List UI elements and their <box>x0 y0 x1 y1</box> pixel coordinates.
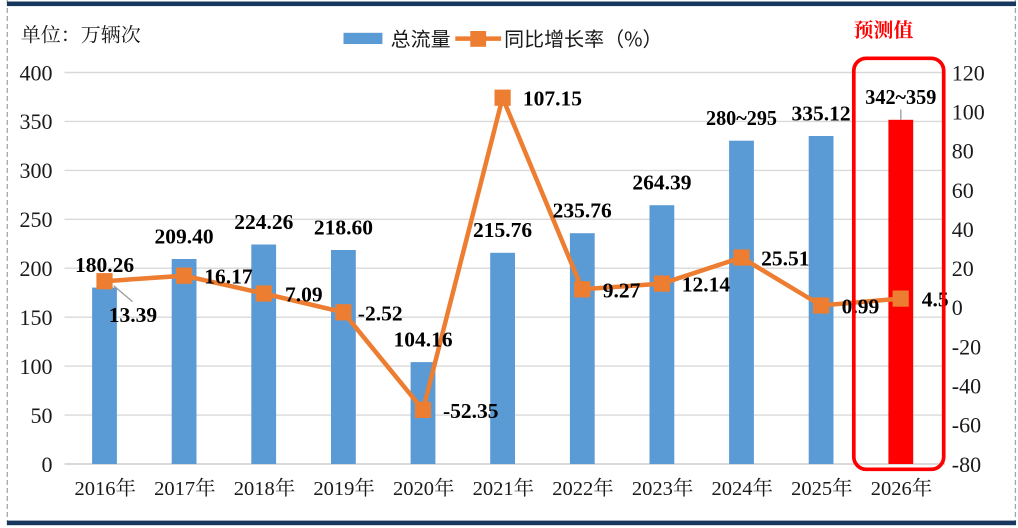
svg-text:235.76: 235.76 <box>553 199 612 223</box>
svg-text:0.99: 0.99 <box>842 295 880 319</box>
svg-text:200: 200 <box>20 256 53 281</box>
svg-text:100: 100 <box>20 354 53 379</box>
svg-text:2017: 2017 <box>154 478 195 500</box>
svg-text:7.09: 7.09 <box>285 283 323 307</box>
svg-text:350: 350 <box>20 109 53 134</box>
svg-text:-2.52: -2.52 <box>358 301 403 325</box>
svg-text:0: 0 <box>952 295 963 320</box>
svg-text:2023: 2023 <box>632 478 673 500</box>
svg-text:107.15: 107.15 <box>523 87 582 111</box>
svg-text:2020: 2020 <box>393 478 434 500</box>
svg-text:400: 400 <box>20 60 53 85</box>
svg-text:120: 120 <box>952 60 985 85</box>
svg-text:-52.35: -52.35 <box>443 399 499 423</box>
svg-text:100: 100 <box>952 100 985 125</box>
svg-text:150: 150 <box>20 305 53 330</box>
svg-text:25.51: 25.51 <box>761 247 809 271</box>
svg-text:2016: 2016 <box>75 478 116 500</box>
svg-text:218.60: 218.60 <box>314 215 373 239</box>
svg-text:9.27: 9.27 <box>603 278 641 302</box>
svg-text:215.76: 215.76 <box>473 218 532 242</box>
svg-text:0: 0 <box>42 452 53 477</box>
svg-text:-20: -20 <box>952 334 981 359</box>
svg-text:80: 80 <box>952 139 974 164</box>
svg-text:280~295: 280~295 <box>706 106 777 130</box>
svg-text:2018: 2018 <box>234 478 275 500</box>
svg-text:2026: 2026 <box>871 478 912 500</box>
svg-text:-60: -60 <box>952 413 981 438</box>
svg-text:20: 20 <box>952 256 974 281</box>
svg-text:224.26: 224.26 <box>234 210 293 234</box>
svg-text:60: 60 <box>952 178 974 203</box>
svg-text:264.39: 264.39 <box>632 171 691 195</box>
svg-text:-80: -80 <box>952 452 981 477</box>
svg-text:180.26: 180.26 <box>75 253 134 277</box>
svg-text:250: 250 <box>20 207 53 232</box>
svg-text:2021: 2021 <box>473 478 514 500</box>
svg-text:12.14: 12.14 <box>682 273 731 297</box>
svg-text:40: 40 <box>952 217 974 242</box>
svg-text:13.39: 13.39 <box>109 303 157 327</box>
svg-text:209.40: 209.40 <box>155 224 214 248</box>
svg-text:2025: 2025 <box>791 478 832 500</box>
svg-text:335.12: 335.12 <box>792 101 851 125</box>
svg-text:342~359: 342~359 <box>865 85 936 109</box>
svg-text:-40: -40 <box>952 374 981 399</box>
svg-text:16.17: 16.17 <box>204 265 253 289</box>
svg-text:2022: 2022 <box>552 478 593 500</box>
svg-text:300: 300 <box>20 158 53 183</box>
svg-text:2019: 2019 <box>313 478 354 500</box>
svg-text:2024: 2024 <box>712 478 753 500</box>
svg-text:50: 50 <box>31 403 53 428</box>
svg-text:104.16: 104.16 <box>393 327 452 351</box>
